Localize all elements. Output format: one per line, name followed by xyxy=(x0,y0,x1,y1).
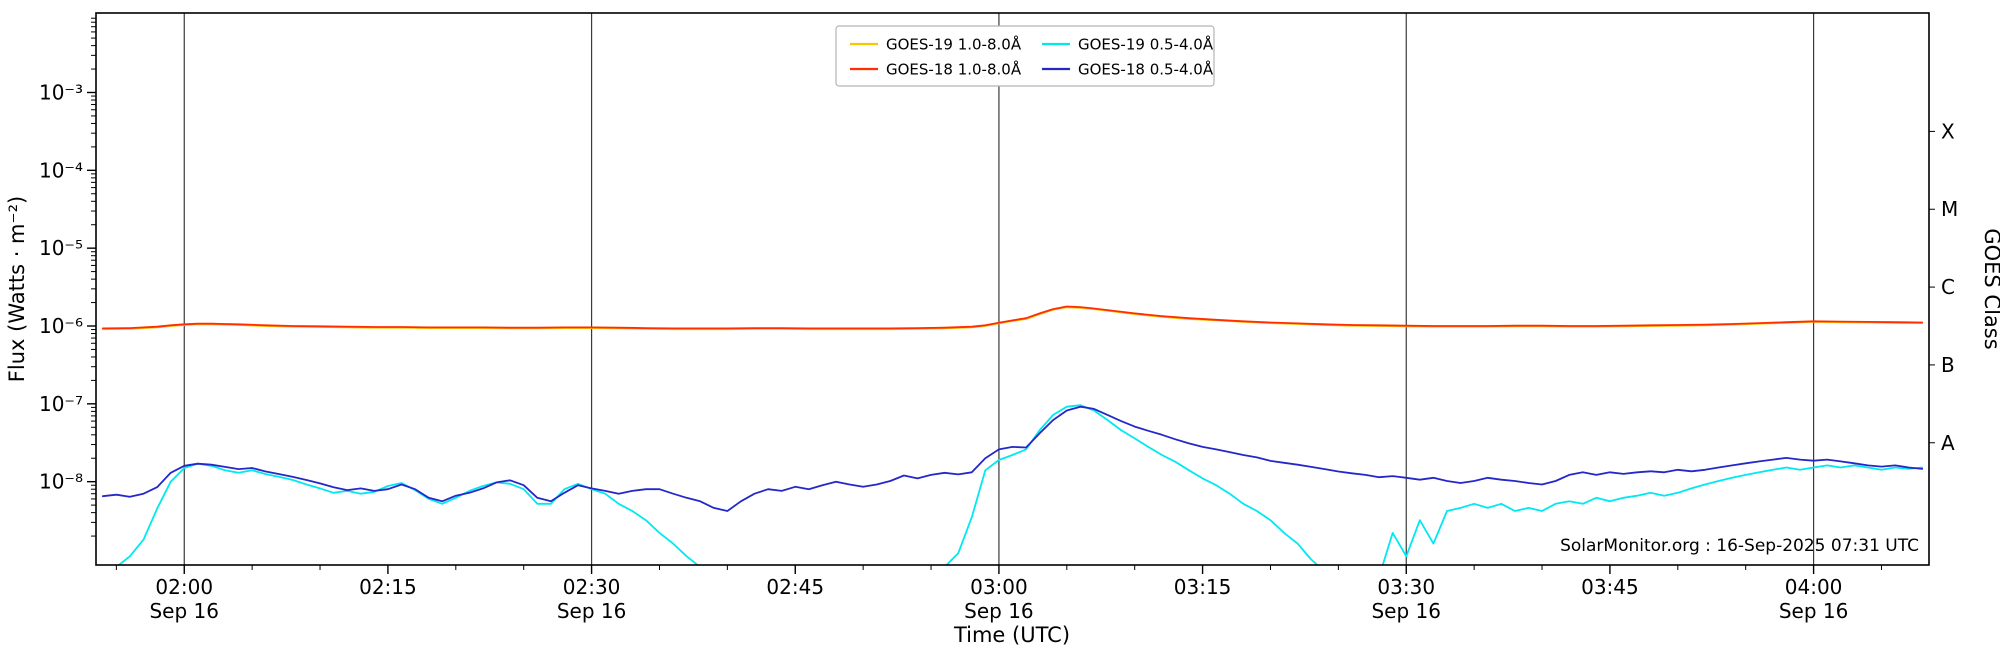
x-tick-label: 04:00 xyxy=(1785,575,1843,599)
x-tick-sublabel: Sep 16 xyxy=(149,599,219,623)
x-tick-sublabel: Sep 16 xyxy=(557,599,627,623)
x-tick-label: 02:30 xyxy=(563,575,621,599)
y-axis-right-label: GOES Class xyxy=(1980,228,2000,349)
x-tick-label: 03:15 xyxy=(1174,575,1232,599)
y-tick-label: 10⁻⁸ xyxy=(39,470,83,494)
y-tick-label: 10⁻⁷ xyxy=(39,392,83,416)
series-goes18-short xyxy=(101,405,1924,512)
y-tick-label: 10⁻³ xyxy=(39,80,83,104)
plot-frame xyxy=(95,12,1930,566)
goes-class-label: X xyxy=(1941,119,1955,143)
watermark: SolarMonitor.org : 16-Sep-2025 07:31 UTC xyxy=(1560,536,1919,556)
x-tick-label: 02:00 xyxy=(155,575,213,599)
x-axis-label: Time (UTC) xyxy=(953,623,1070,647)
legend-label-goes18-long: GOES-18 1.0-8.0Å xyxy=(886,60,1022,79)
legend-box xyxy=(835,25,1215,87)
x-tick-sublabel: Sep 16 xyxy=(964,599,1034,623)
y-tick-label: 10⁻⁴ xyxy=(39,158,83,182)
goes-class-label: B xyxy=(1941,353,1955,377)
goes-class-label: C xyxy=(1941,275,1955,299)
goes-class-label: A xyxy=(1941,431,1955,455)
y-tick-label: 10⁻⁶ xyxy=(39,314,83,338)
legend-label-goes19-short: GOES-19 0.5-4.0Å xyxy=(1078,35,1214,54)
legend-label-goes18-short: GOES-18 0.5-4.0Å xyxy=(1078,60,1214,79)
legend: GOES-19 1.0-8.0Å GOES-18 1.0-8.0Å GOES-19 … xyxy=(835,25,1215,87)
x-tick-label: 03:00 xyxy=(970,575,1028,599)
x-tick-label: 03:45 xyxy=(1581,575,1639,599)
goes-class-label: M xyxy=(1941,197,1958,221)
y-tick-label: 10⁻⁵ xyxy=(39,236,83,260)
x-tick-label: 03:30 xyxy=(1377,575,1435,599)
series-goes19-short xyxy=(117,404,1924,565)
series-goes18-long xyxy=(101,305,1924,330)
legend-label-goes19-long: GOES-19 1.0-8.0Å xyxy=(886,35,1022,54)
x-tick-sublabel: Sep 16 xyxy=(1779,599,1849,623)
series-group xyxy=(101,305,1924,565)
x-tick-label: 02:15 xyxy=(359,575,417,599)
y-axis-label: Flux (Watts · m⁻²) xyxy=(5,196,29,382)
x-tick-label: 02:45 xyxy=(766,575,824,599)
x-tick-sublabel: Sep 16 xyxy=(1371,599,1441,623)
